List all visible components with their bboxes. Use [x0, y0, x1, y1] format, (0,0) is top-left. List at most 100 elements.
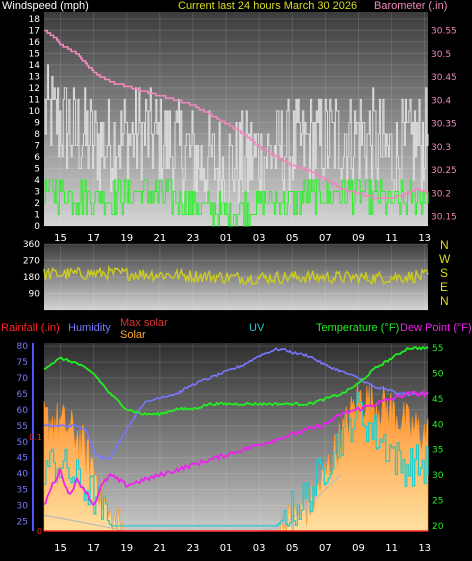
humidity-y-tick-label: 40	[17, 470, 29, 480]
humidity-line	[43, 347, 429, 460]
wind-x-tick-label: 11	[385, 233, 398, 244]
humidity-y-tick-label: 75	[17, 358, 28, 368]
baro-y-tick-label: 30.2	[431, 189, 451, 199]
wind-y-tick-label: 4	[34, 176, 40, 186]
windspeed-label: Windspeed (mph)	[2, 0, 89, 12]
solar-label: Solar	[120, 329, 146, 341]
temp-x-tick-label: 01	[220, 543, 233, 554]
wind-y-tick-label: 5	[34, 164, 40, 174]
wind-y-tick-label: 17	[29, 26, 40, 36]
wind-y-tick-label: 9	[34, 118, 40, 128]
wind-x-tick-label: 13	[418, 233, 431, 244]
temp-x-tick-label: 15	[54, 543, 67, 554]
dewpoint-label: Dew Point (°F)	[400, 322, 472, 334]
wind-y-tick-label: 10	[29, 107, 41, 117]
uv-line	[44, 392, 429, 527]
wind-y-tick-label: 11	[29, 95, 40, 105]
rain-y-tick-label: 0	[37, 527, 42, 536]
humidity-y-tick-label: 65	[17, 390, 28, 400]
compass-label-1: W	[439, 252, 451, 266]
wind-y-tick-label: 15	[29, 49, 40, 59]
temperature-y-tick-label: 40	[432, 420, 444, 430]
temperature-label: Temperature (°F)	[316, 322, 400, 334]
direction-y-tick-label: 90	[29, 290, 41, 300]
temperature-y-tick-label: 35	[432, 446, 443, 456]
baro-y-tick-label: 30.25	[431, 166, 457, 176]
compass-label-0: N	[440, 238, 449, 252]
humidity-y-tick-label: 45	[17, 454, 28, 464]
wind-y-tick-label: 13	[29, 72, 40, 82]
wind-x-tick-label: 03	[253, 233, 266, 244]
humidity-y-tick-label: 80	[17, 342, 29, 352]
compass-label-3: E	[440, 280, 449, 294]
wind-y-tick-label: 16	[29, 38, 41, 48]
temp-x-tick-label: 17	[87, 543, 100, 554]
temperature-y-tick-label: 25	[432, 497, 443, 507]
barometer-line	[44, 29, 428, 199]
humidity-y-tick-label: 70	[17, 374, 29, 384]
baro-y-tick-label: 30.35	[431, 120, 457, 130]
wind-x-tick-label: 01	[220, 233, 233, 244]
baro-y-tick-label: 30.45	[431, 73, 457, 83]
wind-gust-line	[44, 64, 429, 215]
temp-x-tick-label: 13	[418, 543, 431, 554]
humidity-y-tick-label: 30	[17, 502, 29, 512]
baro-y-tick-label: 30.5	[431, 50, 451, 60]
baro-y-tick-label: 30.3	[431, 143, 451, 153]
wind-x-tick-label: 07	[319, 233, 332, 244]
wind-direction-line	[43, 264, 429, 286]
humidity-y-tick-label: 50	[17, 438, 29, 448]
compass-label-4: N	[440, 294, 449, 308]
wind-y-tick-label: 1	[34, 210, 40, 220]
wind-x-tick-label: 19	[120, 233, 133, 244]
temp-x-tick-label: 07	[319, 543, 332, 554]
temp-x-tick-label: 19	[120, 543, 133, 554]
temperature-y-tick-label: 50	[432, 369, 444, 379]
humidity-label: Humidity	[68, 322, 111, 334]
barometer-label: Barometer (.in)	[374, 0, 448, 12]
humidity-y-tick-label: 35	[17, 486, 28, 496]
temp-x-tick-label: 03	[253, 543, 266, 554]
direction-y-tick-label: 360	[23, 240, 40, 250]
temperature-y-tick-label: 45	[432, 395, 443, 405]
wind-y-tick-label: 6	[34, 153, 40, 163]
temperature-y-tick-label: 30	[432, 471, 444, 481]
wind-y-tick-label: 7	[34, 141, 40, 151]
rainfall-label: Rainfall (.in)	[1, 322, 60, 334]
wind-y-tick-label: 2	[34, 199, 40, 209]
chart-title: Current last 24 hours March 30 2026	[178, 0, 358, 12]
wind-x-tick-label: 17	[87, 233, 100, 244]
temperature-line	[43, 346, 429, 417]
wind-y-tick-label: 3	[34, 187, 40, 197]
wind-y-tick-label: 18	[29, 15, 41, 25]
wind-x-tick-label: 15	[54, 233, 67, 244]
wind-x-tick-label: 09	[352, 233, 365, 244]
wind-y-tick-label: 12	[29, 84, 40, 94]
humidity-y-tick-label: 25	[17, 517, 28, 527]
baro-y-tick-label: 30.15	[431, 213, 457, 223]
wind-x-tick-label: 21	[153, 233, 166, 244]
direction-y-tick-label: 180	[23, 273, 40, 283]
max-solar-line	[43, 473, 343, 532]
baro-y-tick-label: 30.4	[431, 96, 451, 106]
temp-x-tick-label: 05	[286, 543, 299, 554]
direction-y-tick-label: 270	[23, 257, 40, 267]
temperature-y-tick-label: 20	[432, 522, 444, 532]
temp-x-tick-label: 23	[187, 543, 200, 554]
uv-label: UV	[249, 322, 265, 334]
wind-x-tick-label: 23	[187, 233, 200, 244]
wind-y-tick-label: 14	[29, 61, 41, 71]
temp-x-tick-label: 09	[352, 543, 365, 554]
wind-y-tick-label: 0	[34, 222, 40, 232]
wind-y-tick-label: 8	[34, 130, 40, 140]
rain-y-tick-label: 0.1	[29, 433, 42, 442]
temp-x-tick-label: 21	[153, 543, 166, 554]
baro-y-tick-label: 30.55	[431, 27, 457, 37]
compass-label-2: S	[440, 266, 449, 280]
dewpoint-line	[43, 390, 429, 506]
max-solar-label: Max solar	[120, 317, 168, 329]
humidity-y-tick-label: 60	[17, 406, 29, 416]
temperature-y-tick-label: 55	[432, 344, 443, 354]
wind-average-line	[44, 179, 429, 227]
